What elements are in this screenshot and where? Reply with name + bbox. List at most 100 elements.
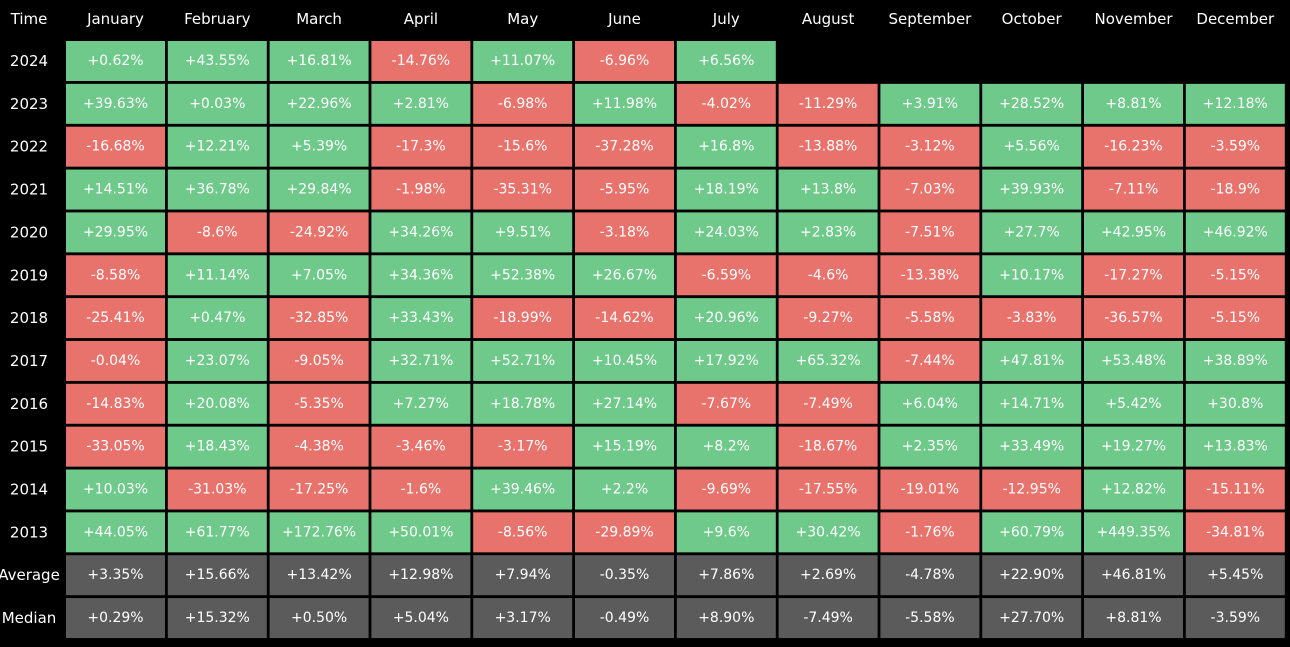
heatmap-cell bbox=[371, 426, 471, 467]
heatmap-cell bbox=[778, 298, 878, 339]
cell-value: +8.81% bbox=[1105, 96, 1161, 112]
heatmap-cell bbox=[1185, 426, 1285, 467]
cell-value: -18.67% bbox=[799, 439, 857, 455]
heatmap-cell bbox=[575, 555, 674, 596]
cell-value: -14.76% bbox=[392, 53, 450, 69]
cell-value: -16.23% bbox=[1104, 139, 1162, 155]
cell-value: -11.29% bbox=[799, 96, 857, 112]
heatmap-cell bbox=[676, 598, 776, 639]
cell-value: -4.78% bbox=[905, 567, 955, 583]
heatmap-cell bbox=[1185, 126, 1285, 167]
cell-value: -18.9% bbox=[1211, 182, 1261, 198]
heatmap-cell bbox=[66, 469, 165, 510]
cell-value: +7.27% bbox=[393, 396, 449, 412]
cell-value: +14.51% bbox=[83, 182, 148, 198]
cell-value: +22.90% bbox=[999, 567, 1064, 583]
cell-value: +18.43% bbox=[185, 439, 250, 455]
cell-value: +3.35% bbox=[87, 567, 143, 583]
cell-value: -1.6% bbox=[401, 482, 442, 498]
heatmap-cell bbox=[575, 598, 674, 639]
heatmap-cell bbox=[66, 383, 165, 424]
heatmap-cell bbox=[1084, 469, 1183, 510]
cell-value: -5.58% bbox=[905, 610, 955, 626]
row-label: 2020 bbox=[10, 223, 48, 241]
cell-value: +39.63% bbox=[83, 96, 148, 112]
heatmap-cell bbox=[982, 340, 1082, 381]
heatmap-cell bbox=[778, 126, 878, 167]
cell-value: +23.07% bbox=[185, 353, 250, 369]
column-header: September bbox=[888, 10, 972, 28]
cell-value: -7.51% bbox=[905, 224, 955, 240]
heatmap-cell bbox=[66, 298, 165, 339]
heatmap-cell bbox=[1185, 383, 1285, 424]
heatmap-cell bbox=[269, 212, 369, 253]
cell-value: -3.46% bbox=[396, 439, 446, 455]
heatmap-cell bbox=[167, 555, 267, 596]
cell-value: +16.81% bbox=[287, 53, 352, 69]
cell-value: -17.25% bbox=[290, 482, 348, 498]
heatmap-cell bbox=[66, 126, 165, 167]
heatmap-cell bbox=[269, 512, 369, 553]
row-labels: 2024 2023 2022 2021 2020 2019 2018 2017 2016 2015… bbox=[0, 52, 60, 627]
cell-value: +16.8% bbox=[698, 139, 754, 155]
cell-value: -4.02% bbox=[702, 96, 752, 112]
cell-value: +28.52% bbox=[999, 96, 1064, 112]
cell-value: -1.98% bbox=[396, 182, 446, 198]
heatmap-cell bbox=[1084, 126, 1183, 167]
heatmap-cell bbox=[1084, 169, 1183, 210]
row-label: Average bbox=[0, 566, 60, 584]
heatmap-cell bbox=[371, 512, 471, 553]
row-label: 2013 bbox=[10, 523, 48, 541]
heatmap-cell bbox=[880, 169, 980, 210]
heatmap-cell bbox=[1084, 83, 1183, 124]
heatmap-cell bbox=[269, 598, 369, 639]
heatmap-cell bbox=[1084, 298, 1183, 339]
cell-value: -31.03% bbox=[188, 482, 246, 498]
heatmap-cell bbox=[473, 83, 573, 124]
heatmap-cell bbox=[880, 598, 980, 639]
row-label: 2021 bbox=[10, 181, 48, 199]
row-label: 2022 bbox=[10, 138, 48, 156]
cell-value: +0.47% bbox=[189, 310, 245, 326]
heatmap-cell bbox=[676, 83, 776, 124]
heatmap-cell bbox=[1084, 383, 1183, 424]
heatmap-cell bbox=[66, 426, 165, 467]
heatmap-cell bbox=[880, 469, 980, 510]
heatmap-cell bbox=[269, 426, 369, 467]
corner-label: Time bbox=[10, 10, 48, 28]
cell-value: +12.82% bbox=[1101, 482, 1166, 498]
heatmap-cell bbox=[676, 340, 776, 381]
heatmap-cell bbox=[778, 340, 878, 381]
cell-value: -24.92% bbox=[290, 224, 348, 240]
cell-value: +2.35% bbox=[902, 439, 958, 455]
row-label: 2017 bbox=[10, 352, 48, 370]
heatmap-cell bbox=[778, 255, 878, 296]
heatmap-cell bbox=[880, 255, 980, 296]
heatmap-cell bbox=[66, 512, 165, 553]
column-header: August bbox=[802, 10, 855, 28]
heatmap-cell bbox=[66, 255, 165, 296]
heatmap-cell bbox=[1185, 340, 1285, 381]
heatmap-cell bbox=[269, 41, 369, 81]
cell-value: +6.04% bbox=[902, 396, 958, 412]
cell-value: +50.01% bbox=[388, 524, 453, 540]
heatmap-cell bbox=[473, 469, 573, 510]
heatmap-cell bbox=[371, 298, 471, 339]
heatmap-cell bbox=[167, 469, 267, 510]
cell-value: -3.59% bbox=[1211, 610, 1261, 626]
cell-value: +7.86% bbox=[698, 567, 754, 583]
heatmap-cell bbox=[167, 126, 267, 167]
cell-value: -7.11% bbox=[1109, 182, 1159, 198]
cell-value: -5.58% bbox=[905, 310, 955, 326]
heatmap-cell bbox=[1084, 212, 1183, 253]
cell-value: +46.92% bbox=[1203, 224, 1268, 240]
column-header: December bbox=[1196, 10, 1275, 28]
heatmap-cell bbox=[575, 298, 674, 339]
cell-value: +65.32% bbox=[796, 353, 861, 369]
heatmap-cell bbox=[1084, 512, 1183, 553]
heatmap-cell bbox=[982, 169, 1082, 210]
cell-value: -17.27% bbox=[1104, 267, 1162, 283]
cell-value: +7.05% bbox=[291, 267, 347, 283]
column-header: March bbox=[296, 10, 342, 28]
cell-value: +15.66% bbox=[185, 567, 250, 583]
